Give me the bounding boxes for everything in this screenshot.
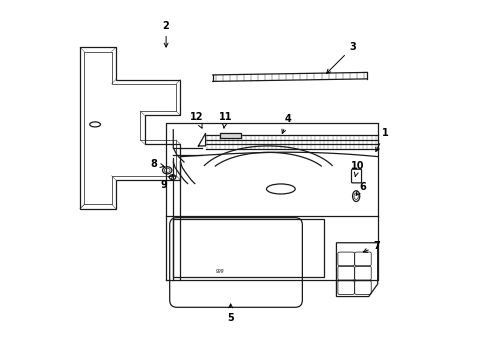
Text: 8: 8 <box>150 159 164 169</box>
Polygon shape <box>220 133 242 138</box>
Text: 5: 5 <box>227 304 234 323</box>
Text: 6: 6 <box>356 182 366 195</box>
Text: 999: 999 <box>216 269 224 274</box>
Text: 12: 12 <box>190 112 203 128</box>
Text: 4: 4 <box>282 114 292 134</box>
Polygon shape <box>198 134 205 146</box>
Text: 9: 9 <box>161 175 172 190</box>
Text: 10: 10 <box>351 161 365 176</box>
Text: 11: 11 <box>219 112 232 128</box>
Text: 2: 2 <box>163 21 170 47</box>
Text: 3: 3 <box>327 42 356 73</box>
Text: 7: 7 <box>363 241 380 252</box>
Text: 1: 1 <box>376 129 388 152</box>
